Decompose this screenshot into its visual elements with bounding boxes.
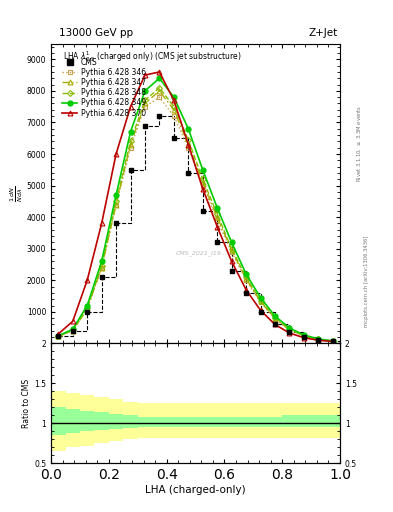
Text: Rivet 3.1.10, $\geq$ 3.3M events: Rivet 3.1.10, $\geq$ 3.3M events [356, 105, 363, 182]
Y-axis label: Ratio to CMS: Ratio to CMS [22, 379, 31, 428]
Text: LHA $\lambda^{1}_{0.5}$ (charged only) (CMS jet substructure): LHA $\lambda^{1}_{0.5}$ (charged only) (… [63, 50, 241, 65]
Legend: CMS, Pythia 6.428 346, Pythia 6.428 347, Pythia 6.428 348, Pythia 6.428 349, Pyt: CMS, Pythia 6.428 346, Pythia 6.428 347,… [61, 56, 147, 119]
Text: CMS_2021_I19...: CMS_2021_I19... [175, 250, 227, 257]
Text: 13000 GeV pp: 13000 GeV pp [59, 28, 133, 38]
X-axis label: LHA (charged-only): LHA (charged-only) [145, 485, 246, 495]
Text: mcplots.cern.ch [arXiv:1306.3436]: mcplots.cern.ch [arXiv:1306.3436] [364, 236, 369, 327]
Text: Z+Jet: Z+Jet [309, 28, 338, 38]
Y-axis label: $\frac{1}{N}\frac{dN}{d\lambda}$: $\frac{1}{N}\frac{dN}{d\lambda}$ [9, 185, 25, 202]
